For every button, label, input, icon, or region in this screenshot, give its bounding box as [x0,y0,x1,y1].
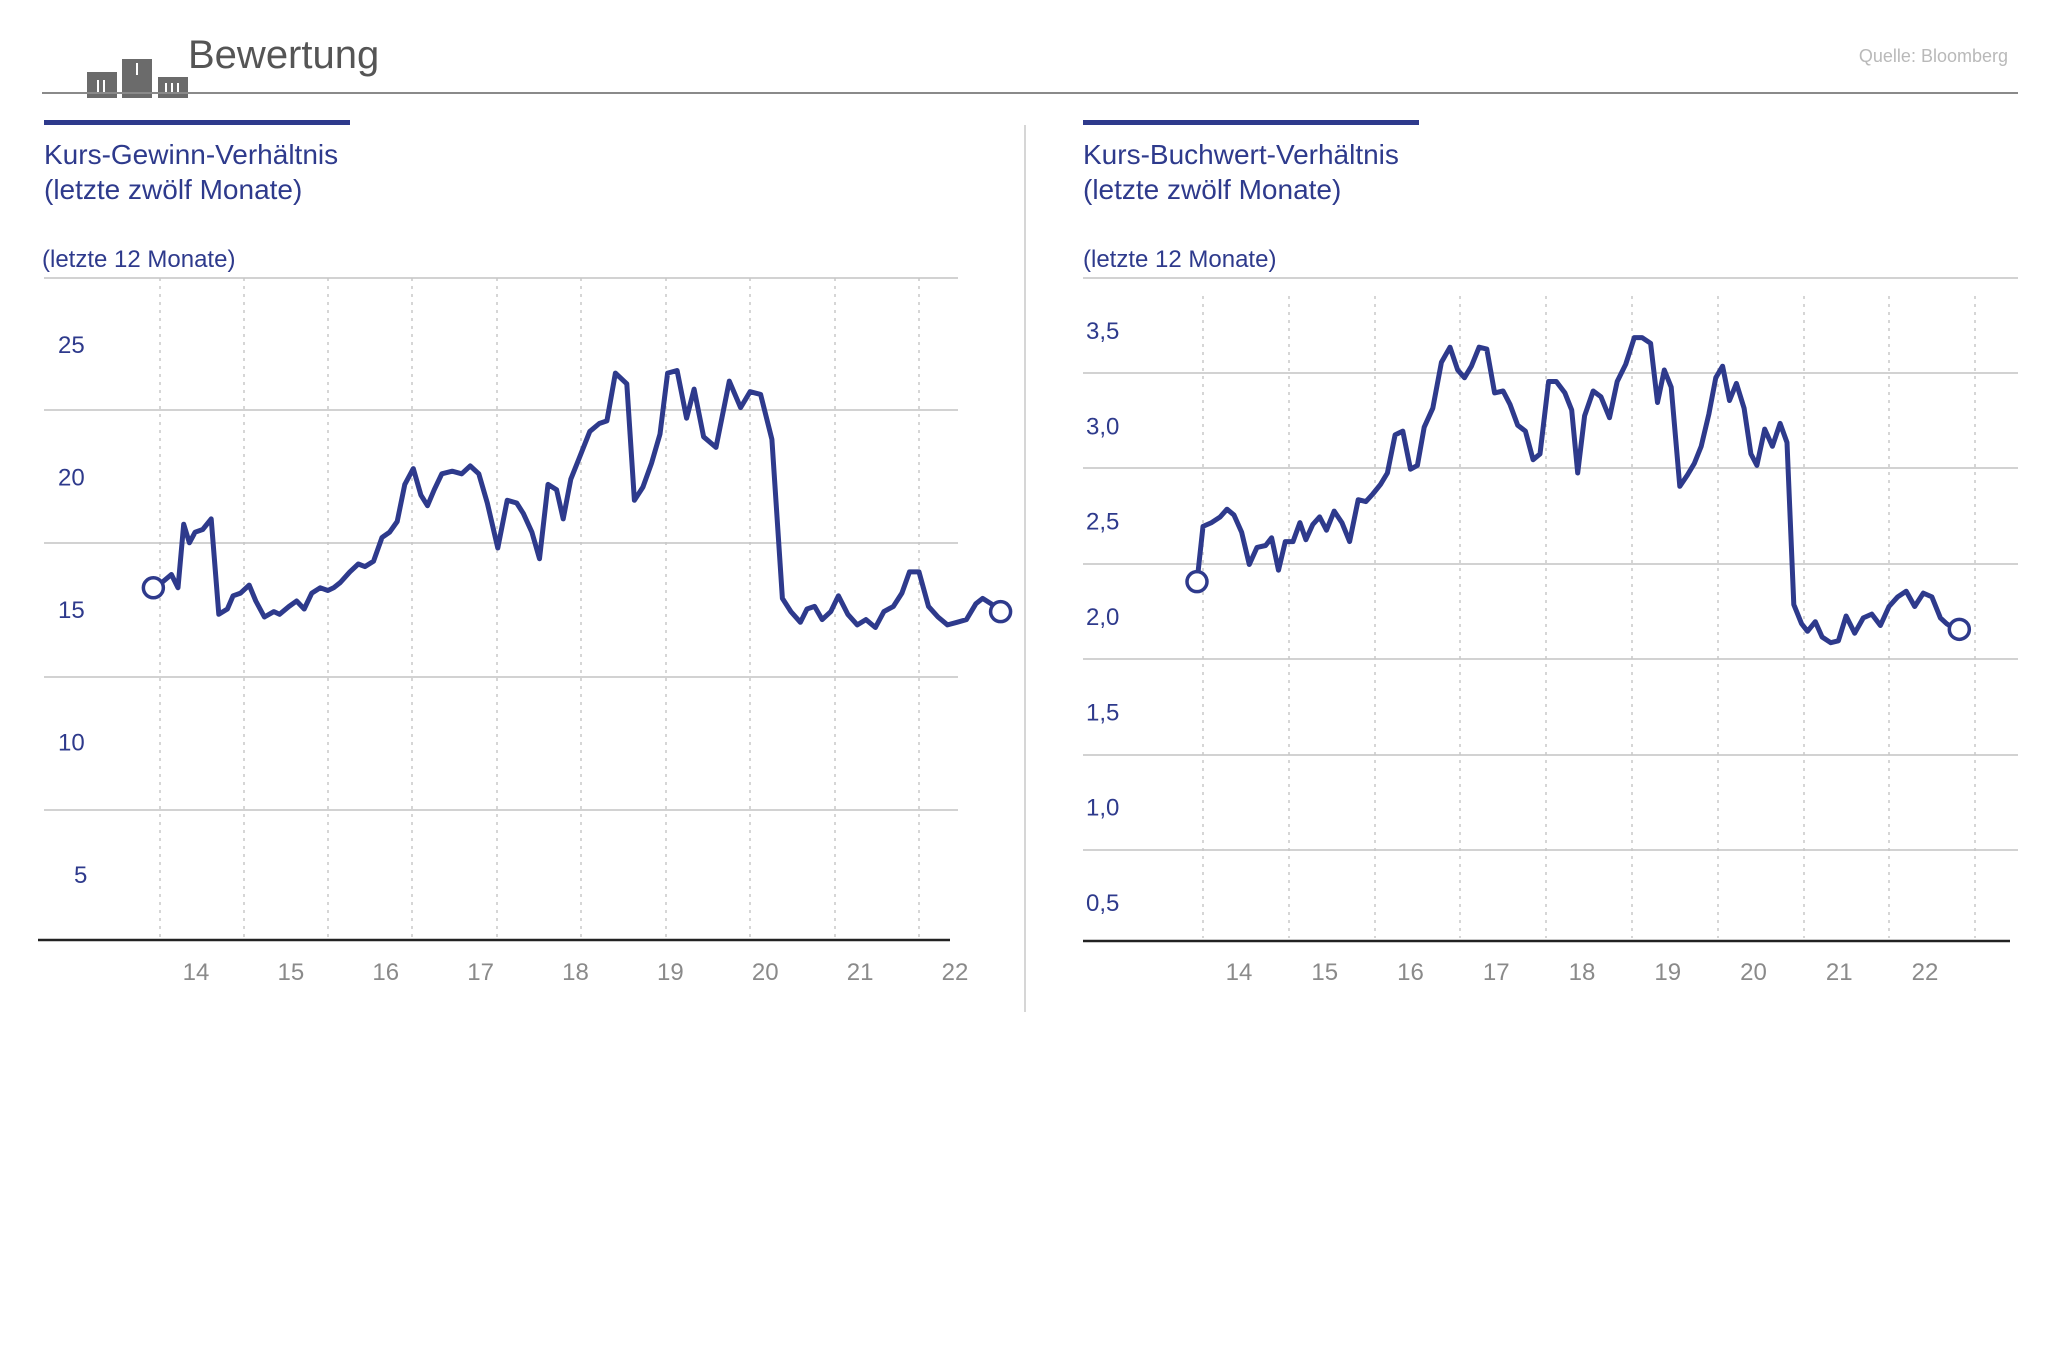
pb-y-tick-label: 2,5 [1086,509,1119,536]
pb-x-tick-label: 18 [1569,959,1596,986]
pb-y-tick-label: 3,5 [1086,318,1119,345]
pb-x-tick-label: 19 [1654,959,1681,986]
pb-unit-label: (letzte 12 Monate) [1083,246,1276,273]
pb-x-tick-label: 17 [1483,959,1510,986]
pb-x-tick-label: 22 [1912,959,1939,986]
bar-chart-logo-icon [87,59,188,98]
pe-x-axis-ticks: 14 15 16 17 18 19 20 21 22 [183,959,969,986]
pe-chart-title-line2: (letzte zwölf Monate) [44,174,302,205]
pb-series [1185,335,1972,646]
pe-y-tick-label: 20 [58,465,85,492]
pe-chart: Kurs-Gewinn-Verhältnis (letzte zwölf Mon… [38,120,1013,986]
pb-y-tick-label: 1,0 [1086,795,1119,822]
pb-start-point-marker [1185,569,1209,594]
pb-y-tick-label: 1,5 [1086,699,1119,726]
pb-y-tick-label: 2,0 [1086,604,1119,631]
pe-x-tick-label: 15 [278,959,305,986]
pb-y-tick-label: 0,5 [1086,890,1119,917]
pe-grid [44,277,958,938]
pe-x-tick-label: 20 [752,959,779,986]
source-note: Quelle: Bloomberg [1859,46,2008,66]
pe-y-axis-ticks: 5 10 15 20 25 [58,332,87,889]
pb-x-axis-ticks: 14 15 16 17 18 19 20 21 22 [1226,959,1939,986]
pb-y-tick-label: 3,0 [1086,413,1119,440]
pb-x-tick-label: 20 [1740,959,1767,986]
pe-series [141,368,1013,630]
pe-x-tick-label: 19 [657,959,684,986]
pe-unit-label: (letzte 12 Monate) [42,246,235,273]
pe-title-accent-bar [44,120,350,125]
pb-x-tick-label: 15 [1311,959,1338,986]
pe-y-tick-label: 5 [74,862,87,889]
pe-end-point-marker [988,599,1013,624]
pb-x-tick-label: 14 [1226,959,1253,986]
pb-chart-title-line1: Kurs-Buchwert-Verhältnis [1083,139,1399,170]
pe-start-point-marker [141,576,166,600]
pb-grid [1083,277,2018,938]
pb-end-point-marker [1947,617,1972,642]
pb-chart-title-line2: (letzte zwölf Monate) [1083,174,1341,205]
pe-y-tick-label: 10 [58,730,85,757]
pe-x-tick-label: 14 [183,959,210,986]
pb-y-axis-ticks: 0,5 1,0 1,5 2,0 2,5 3,0 3,5 [1086,318,1119,917]
pe-x-tick-label: 17 [467,959,494,986]
pe-x-tick-label: 22 [942,959,969,986]
pe-y-tick-label: 25 [58,332,85,359]
pb-x-tick-label: 16 [1397,959,1424,986]
page-title: Bewertung [188,33,379,77]
pe-x-tick-label: 16 [372,959,399,986]
pe-y-tick-label: 15 [58,597,85,624]
pe-chart-title-line1: Kurs-Gewinn-Verhältnis [44,139,338,170]
pe-x-tick-label: 21 [847,959,874,986]
pb-series-line [1194,335,1962,646]
pe-x-tick-label: 18 [562,959,589,986]
pb-x-tick-label: 21 [1826,959,1853,986]
pb-title-accent-bar [1083,120,1419,125]
pb-chart: Kurs-Buchwert-Verhältnis (letzte zwölf M… [1083,120,2018,986]
pe-series-line [150,368,1004,630]
